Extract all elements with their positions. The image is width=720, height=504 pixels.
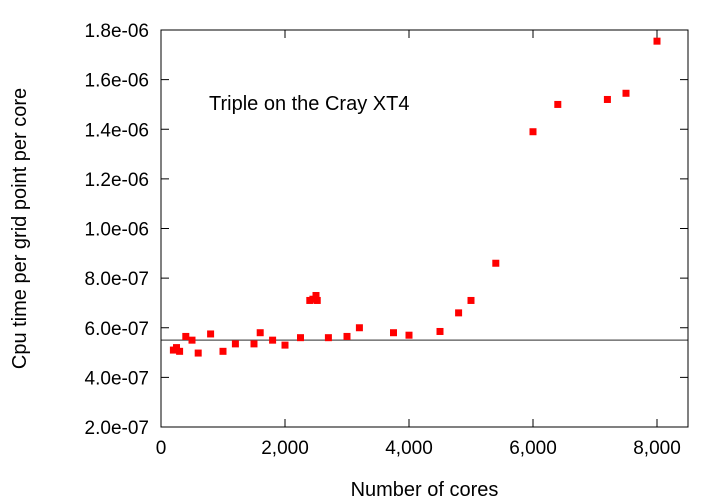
data-point — [622, 89, 630, 97]
y-tick-label: 2.0e-07 — [85, 418, 149, 439]
data-points-layer — [169, 37, 661, 357]
x-tick-label: 0 — [156, 438, 167, 459]
y-tick-label: 1.8e-06 — [85, 21, 149, 42]
data-point — [355, 324, 363, 332]
ticks-layer: 0 2,000 4,000 6,000 8,000 2.0e-07 4.0e-07 6.0e-… — [85, 21, 688, 459]
data-point — [231, 340, 239, 348]
data-point — [313, 296, 321, 304]
data-point — [653, 37, 661, 45]
x-tick-label: 6,000 — [509, 438, 557, 459]
data-point — [250, 340, 258, 348]
y-tick-label: 1.2e-06 — [85, 170, 149, 191]
y-axis-title: Cpu time per grid point per core — [9, 88, 31, 369]
data-point — [297, 334, 304, 342]
data-point — [173, 344, 180, 352]
y-tick-label: 6.0e-07 — [85, 319, 149, 340]
data-point — [194, 349, 202, 357]
y-tick-label: 1.0e-06 — [85, 220, 149, 241]
data-point — [455, 309, 463, 317]
data-point — [467, 296, 475, 304]
data-point — [188, 336, 196, 344]
data-point — [492, 259, 500, 267]
data-point — [405, 331, 413, 339]
y-tick-label: 1.4e-06 — [85, 120, 149, 141]
data-point — [529, 128, 537, 136]
data-point — [219, 347, 227, 355]
data-point — [312, 291, 320, 299]
data-point — [309, 295, 317, 303]
chart-annotation: Triple on the Cray XT4 — [209, 93, 409, 115]
x-axis-title: Number of cores — [351, 479, 499, 501]
data-point — [436, 327, 444, 335]
y-tick-label: 8.0e-07 — [85, 269, 149, 290]
y-tick-label: 4.0e-07 — [85, 368, 149, 389]
data-point — [324, 334, 332, 342]
x-tick-label: 4,000 — [385, 438, 433, 459]
data-point — [207, 330, 215, 338]
data-point — [281, 341, 289, 349]
data-point — [554, 100, 562, 108]
data-point — [603, 95, 611, 103]
data-point — [182, 332, 190, 340]
data-point — [269, 336, 277, 344]
data-point — [256, 329, 264, 337]
x-tick-label: 2,000 — [261, 438, 309, 459]
data-point — [176, 347, 184, 355]
y-tick-label: 1.6e-06 — [85, 71, 149, 92]
data-point — [390, 329, 397, 337]
plot-frame — [160, 29, 689, 428]
x-tick-label: 8,000 — [633, 438, 681, 459]
data-point — [343, 332, 351, 340]
